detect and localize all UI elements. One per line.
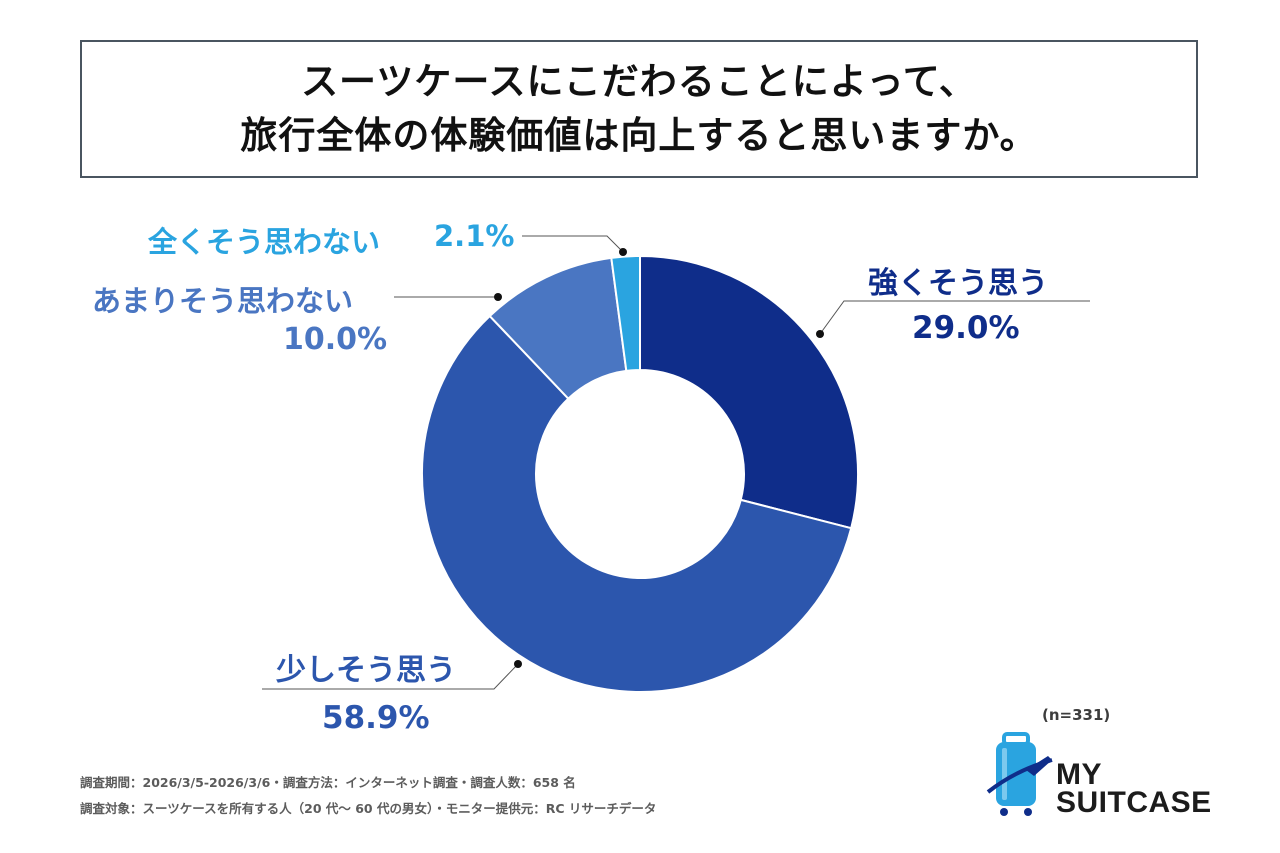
slice-strong (639, 254, 859, 530)
label-notmuch-value: 10.0% (283, 322, 388, 357)
label-strong-value: 29.0% (912, 310, 1020, 346)
label-notatall-value: 2.1% (434, 219, 515, 253)
label-notatall-name: 全くそう思わない (148, 225, 381, 259)
logo: MY SUITCASE (986, 730, 1211, 820)
slice-notatall (610, 254, 641, 373)
leader-line-notatall (522, 235, 624, 253)
leader-dot-slight (514, 660, 522, 668)
leader-line-slight (262, 663, 519, 690)
logo-line-1: MY (1056, 758, 1102, 791)
leader-dot-strong (816, 330, 824, 338)
label-slight-name: 少しそう思う (276, 653, 456, 688)
logo-line-2: SUITCASE (1056, 786, 1212, 819)
leader-dots (494, 248, 824, 668)
title-line-2: 旅行全体の体験価値は向上すると思いますか。 (240, 114, 1038, 157)
label-strong-name: 強くそう思う (868, 266, 1048, 301)
label-slight-value: 58.9% (322, 700, 430, 736)
leader-line-strong (819, 300, 1090, 335)
footer-line-2: 調査対象：スーツケースを所有する人（20 代〜 60 代の男女）・モニター提供元… (80, 801, 657, 816)
footer-line-1: 調査期間：2026/3/5-2026/3/6・調査方法：インターネット調査・調査… (80, 775, 576, 790)
leader-lines (262, 235, 1090, 690)
slice-slight (421, 314, 853, 693)
title-box: スーツケースにこだわることによって、 旅行全体の体験価値は向上すると思いますか。 (80, 40, 1198, 178)
donut-slices (421, 254, 859, 693)
suitcase-icon (986, 732, 1053, 816)
leader-dot-notmuch (494, 293, 502, 301)
leader-dot-notatall (619, 248, 627, 256)
label-notmuch-name: あまりそう思わない (92, 284, 354, 318)
title-line-1: スーツケースにこだわることによって、 (301, 60, 977, 103)
sample-size: (n=331) (1042, 706, 1111, 724)
